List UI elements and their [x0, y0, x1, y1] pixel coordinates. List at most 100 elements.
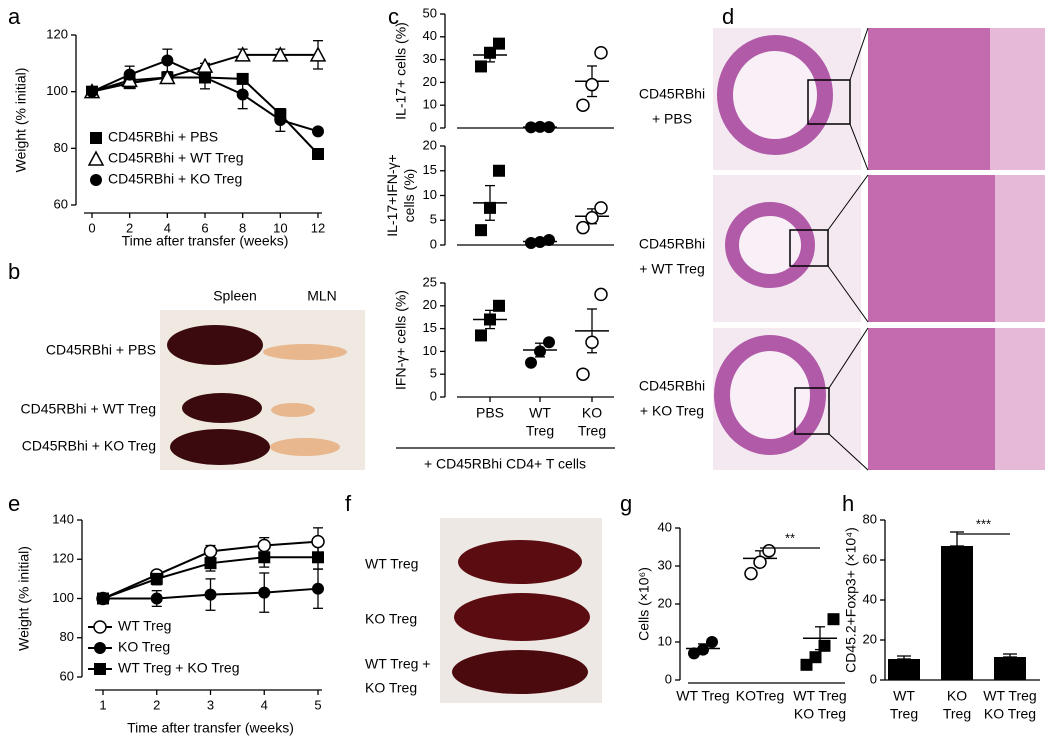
marker [576, 98, 590, 112]
bar [994, 657, 1026, 680]
x-tick-label: KO [582, 405, 602, 421]
marker [204, 588, 217, 601]
column-label: Spleen [213, 288, 257, 304]
marker [585, 335, 599, 350]
tissue-layer [995, 328, 1045, 470]
marker [576, 367, 590, 381]
x-tick-label: 4 [164, 220, 171, 235]
marker [706, 636, 718, 648]
inset-box [789, 229, 829, 267]
x-tick-label: KO Treg [984, 706, 1036, 722]
x-tick-label: WT [529, 405, 551, 421]
marker [97, 592, 109, 605]
marker [272, 46, 289, 62]
marker [543, 121, 555, 134]
x-tick-label: 0 [88, 220, 95, 235]
spleen [167, 325, 263, 365]
tissue [725, 202, 815, 288]
marker [543, 336, 555, 349]
y-tick-label: 30 [658, 557, 672, 572]
significance-label: ** [785, 530, 795, 545]
marker [236, 72, 249, 85]
panel-label: b [8, 259, 20, 284]
marker [525, 356, 537, 369]
y-axis-label: IL-17+ cells (%) [393, 22, 409, 120]
tissue [717, 35, 833, 155]
marker [484, 46, 496, 59]
spleen [454, 593, 590, 641]
y-tick-label: 0 [430, 119, 437, 134]
legend-marker [87, 150, 105, 166]
marker [534, 345, 546, 358]
marker [809, 651, 822, 664]
spleen [452, 650, 588, 694]
x-tick-label: WT Treg [676, 688, 729, 704]
marker [475, 329, 487, 342]
y-tick-label: 10 [658, 633, 672, 648]
marker [274, 114, 287, 126]
y-tick-label: 0 [430, 388, 437, 403]
legend-label: CD45RBhi + WT Treg [108, 150, 244, 166]
marker [312, 551, 324, 564]
tissue-layer [995, 175, 1045, 322]
footer: + CD45RBhi CD4+ T cells [424, 456, 586, 472]
row-label: KO Treg [365, 611, 417, 627]
marker [594, 201, 608, 215]
x-tick-label: 3 [207, 697, 214, 712]
y-tick-label: 60 [863, 551, 877, 566]
x-tick-label: 6 [201, 220, 208, 235]
x-tick-label: Treg [526, 423, 554, 439]
y-axis-label: cells (%) [401, 169, 417, 223]
inset-box [794, 387, 830, 435]
y-tick-label: 60 [60, 668, 74, 683]
y-tick-label: 80 [60, 629, 74, 644]
tissue [714, 335, 826, 455]
marker [827, 613, 840, 626]
x-tick-label: WT Treg [793, 688, 846, 704]
x-tick-label: 12 [311, 220, 325, 235]
y-tick-label: 10 [423, 343, 437, 358]
row-label: CD45RBhi [639, 378, 705, 394]
y-tick-label: 0 [430, 236, 437, 251]
marker [576, 220, 590, 235]
marker [150, 592, 163, 605]
marker [525, 121, 537, 134]
legend-marker [90, 132, 102, 144]
marker [534, 120, 546, 133]
marker [688, 647, 700, 660]
y-tick-label: 100 [46, 83, 68, 98]
y-tick-label: 20 [423, 74, 437, 89]
marker [159, 68, 176, 85]
x-tick-label: Treg [578, 423, 606, 439]
column-label: MLN [307, 288, 337, 304]
connector [827, 265, 869, 323]
legend-label: WT Treg + KO Treg [118, 660, 240, 676]
y-axis-label: IL-17+IFN-γ+ [384, 154, 400, 236]
y-tick-label: 80 [54, 140, 68, 155]
connector [849, 123, 869, 171]
marker [585, 77, 599, 92]
x-axis-label: Time after transfer (weeks) [122, 233, 289, 249]
marker [753, 555, 767, 569]
panel-label: d [722, 4, 734, 29]
y-tick-label: 60 [54, 196, 68, 211]
marker [762, 544, 776, 558]
y-tick-label: 30 [423, 51, 437, 66]
y-tick-label: 80 [863, 511, 877, 526]
marker [525, 237, 537, 250]
spleen [182, 393, 262, 423]
y-tick-label: 20 [423, 297, 437, 312]
panel-label: c [388, 4, 399, 29]
marker [236, 88, 249, 101]
x-tick-label: 5 [314, 697, 321, 712]
y-tick-label: 5 [430, 366, 437, 381]
row-label: WT Treg + [365, 656, 430, 672]
marker [312, 582, 324, 595]
marker [543, 234, 555, 247]
inset-box [807, 79, 851, 125]
legend-marker [90, 174, 102, 186]
marker [258, 586, 271, 599]
y-tick-label: 140 [52, 511, 74, 526]
x-tick-label: WT [893, 688, 915, 704]
